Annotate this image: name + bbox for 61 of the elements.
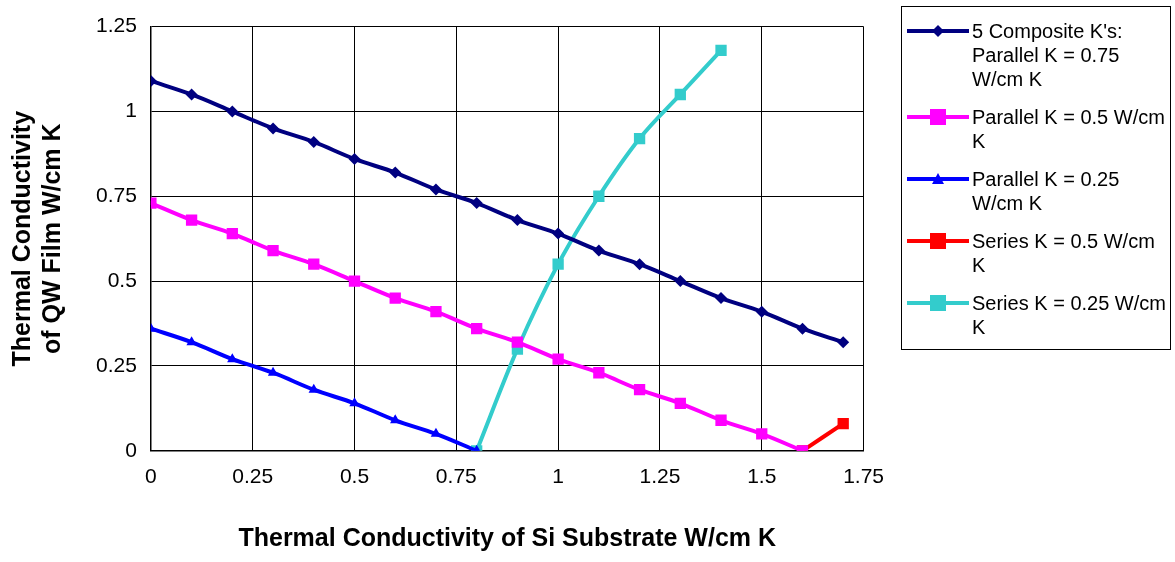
y-tick-label: 0.5 xyxy=(107,267,137,291)
point xyxy=(674,397,686,409)
x-tick-label: 0 xyxy=(145,464,157,488)
point xyxy=(185,214,198,226)
x-axis-title: Thermal Conductivity of Si Substrate W/cm K xyxy=(238,522,777,551)
point xyxy=(756,428,768,440)
point xyxy=(389,292,401,304)
point xyxy=(674,275,687,288)
point xyxy=(511,214,524,227)
point xyxy=(470,197,483,210)
point xyxy=(226,227,238,240)
point xyxy=(185,88,198,101)
x-tick-label: 0.5 xyxy=(339,464,370,488)
point xyxy=(511,336,524,348)
y-tick-label: 0.75 xyxy=(96,183,137,207)
y-axis-title: Thermal Conductivity of QW Film W/cm K xyxy=(6,110,65,367)
point xyxy=(837,336,850,349)
point xyxy=(633,258,646,271)
x-tick-label: 1.75 xyxy=(843,464,884,488)
point xyxy=(715,292,728,305)
point xyxy=(715,44,727,57)
point xyxy=(796,322,809,335)
point xyxy=(552,353,564,365)
legend-label: Parallel K = 0.25 W/cm K xyxy=(972,167,1121,215)
legend-label: Series K = 0.5 W/cm K xyxy=(972,229,1156,277)
point xyxy=(593,367,605,379)
point xyxy=(633,132,646,145)
x-tick-label: 0.75 xyxy=(435,464,477,488)
point xyxy=(633,384,646,396)
point xyxy=(429,183,442,196)
x-tick-label: 1.5 xyxy=(747,464,777,488)
point xyxy=(348,152,361,165)
point xyxy=(389,166,402,179)
point xyxy=(226,105,239,118)
point xyxy=(674,88,686,101)
point xyxy=(227,353,238,363)
point xyxy=(471,322,483,335)
legend-label: Parallel K = 0.5 W/cm K xyxy=(972,105,1166,153)
legend-label: Series K = 0.25 W/cm K xyxy=(972,291,1166,339)
point xyxy=(308,258,320,270)
point xyxy=(267,122,280,135)
point xyxy=(307,135,320,148)
point xyxy=(592,244,605,257)
point xyxy=(552,258,564,270)
y-tick-label: 0.25 xyxy=(96,352,137,376)
point xyxy=(267,244,279,257)
y-tick-label: 0 xyxy=(125,437,137,461)
point xyxy=(348,275,361,287)
point xyxy=(552,227,565,240)
legend-label: 5 Composite K's: Parallel K = 0.75 W/cm K xyxy=(972,19,1124,91)
point xyxy=(755,305,768,318)
y-tick-label: 1 xyxy=(125,98,137,122)
point xyxy=(430,306,442,318)
x-tick-label: 0.25 xyxy=(232,464,274,488)
point xyxy=(186,336,197,346)
point xyxy=(593,190,605,202)
point xyxy=(715,414,727,426)
x-tick-label: 1 xyxy=(552,464,564,488)
x-tick-label: 1.25 xyxy=(639,464,681,488)
point xyxy=(837,417,849,430)
y-tick-label: 1.25 xyxy=(96,13,137,37)
